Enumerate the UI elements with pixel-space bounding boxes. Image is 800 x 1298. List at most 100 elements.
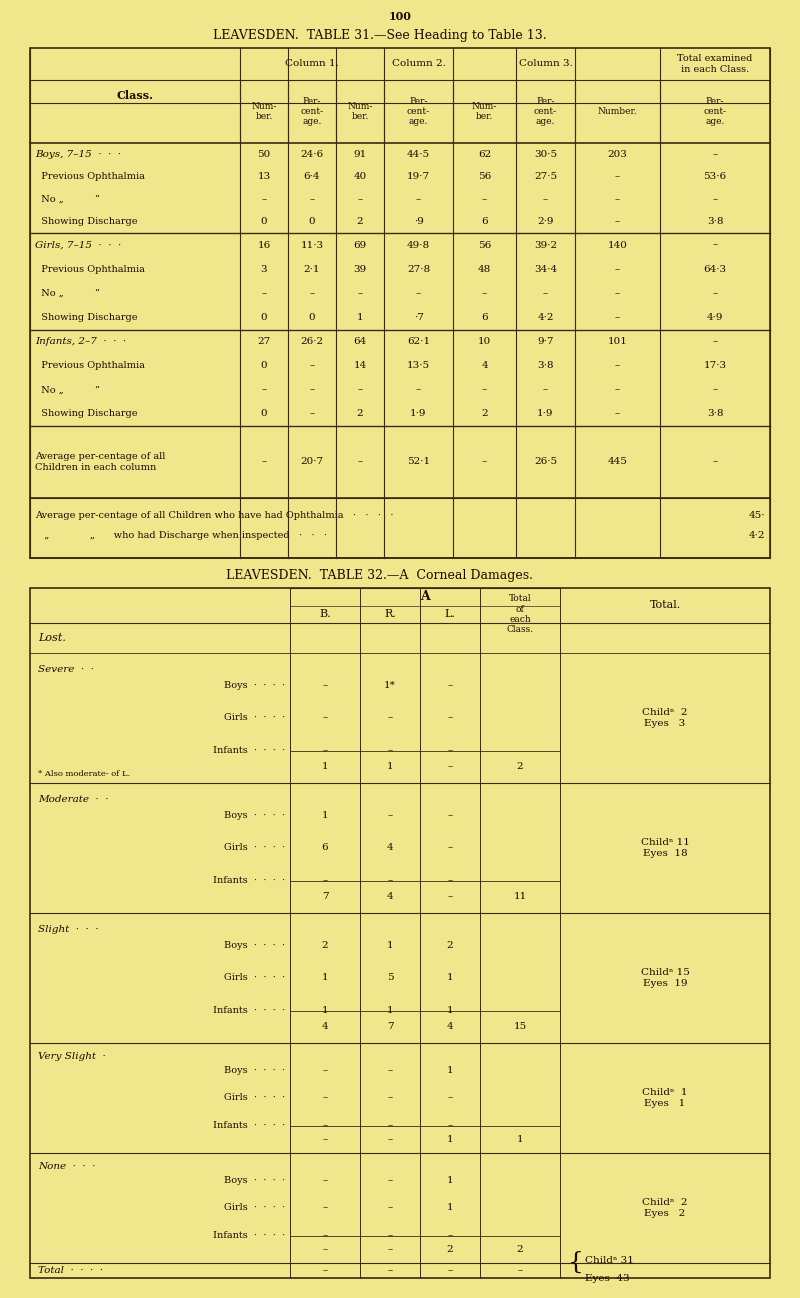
- Text: 39: 39: [354, 265, 366, 274]
- Text: –: –: [310, 289, 314, 299]
- Text: 1: 1: [446, 1203, 454, 1212]
- Text: LEAVESDEN.  TABLE 32.—A  Corneal Damages.: LEAVESDEN. TABLE 32.—A Corneal Damages.: [226, 570, 534, 583]
- Text: 20·7: 20·7: [301, 457, 323, 466]
- Text: No „          ”: No „ ”: [35, 386, 100, 395]
- Text: 0: 0: [261, 409, 267, 418]
- Text: 91: 91: [354, 149, 366, 158]
- Text: 5: 5: [386, 974, 394, 983]
- Text: 40: 40: [354, 173, 366, 182]
- Text: Girls  ·  ·  ·  ·: Girls · · · ·: [224, 974, 285, 983]
- Text: –: –: [262, 289, 266, 299]
- Text: 1: 1: [386, 762, 394, 771]
- Text: Slight  ·  ·  ·: Slight · · ·: [38, 924, 98, 933]
- Text: –: –: [358, 289, 362, 299]
- Text: 49·8: 49·8: [407, 240, 430, 249]
- Text: –: –: [447, 746, 453, 755]
- Text: Moderate  ·  ·: Moderate · ·: [38, 794, 109, 803]
- Text: Childⁿ  1
Eyes   1: Childⁿ 1 Eyes 1: [642, 1088, 688, 1107]
- Text: 1: 1: [386, 941, 394, 950]
- Text: –: –: [322, 1266, 328, 1275]
- Text: –: –: [322, 1176, 328, 1185]
- Text: Column 3.: Column 3.: [518, 60, 573, 69]
- Text: –: –: [322, 1093, 328, 1102]
- Text: Boys  ·  ·  ·  ·: Boys · · · ·: [224, 681, 285, 691]
- Text: 64·3: 64·3: [703, 265, 726, 274]
- Text: 1: 1: [322, 762, 328, 771]
- Text: Infants  ·  ·  ·  ·: Infants · · · ·: [213, 1231, 285, 1240]
- Text: Infants  ·  ·  ·  ·: Infants · · · ·: [213, 1121, 285, 1131]
- Text: 48: 48: [478, 265, 491, 274]
- Text: 1: 1: [322, 811, 328, 820]
- Text: 1: 1: [386, 1006, 394, 1015]
- Text: 6: 6: [481, 217, 488, 226]
- Text: 27·8: 27·8: [407, 265, 430, 274]
- Text: Childⁿ  2
Eyes   3: Childⁿ 2 Eyes 3: [642, 709, 688, 728]
- Text: –: –: [322, 681, 328, 691]
- Text: 140: 140: [607, 240, 627, 249]
- Text: Total  ·  ·  ·  ·: Total · · · ·: [38, 1266, 103, 1275]
- Text: Per-
cent-
age.: Per- cent- age.: [407, 96, 430, 126]
- Text: 50: 50: [258, 149, 270, 158]
- Text: –: –: [322, 1245, 328, 1254]
- Text: 100: 100: [389, 10, 411, 22]
- Text: R.: R.: [384, 609, 396, 619]
- Text: Childⁿ 15
Eyes  19: Childⁿ 15 Eyes 19: [641, 968, 690, 988]
- Text: Infants  ·  ·  ·  ·: Infants · · · ·: [213, 746, 285, 755]
- Text: 4·2: 4·2: [749, 531, 765, 540]
- Text: Infants, 2–7  ·  ·  ·: Infants, 2–7 · · ·: [35, 337, 126, 347]
- Text: –: –: [322, 1231, 328, 1240]
- Text: 56: 56: [478, 173, 491, 182]
- Text: –: –: [712, 195, 718, 204]
- Text: 6: 6: [481, 313, 488, 322]
- Text: 7: 7: [322, 892, 328, 901]
- Text: Per-
cent-
age.: Per- cent- age.: [301, 96, 323, 126]
- Text: –: –: [712, 457, 718, 466]
- Text: –: –: [416, 289, 421, 299]
- Text: –: –: [310, 409, 314, 418]
- Text: 14: 14: [354, 362, 366, 370]
- Text: Girls  ·  ·  ·  ·: Girls · · · ·: [224, 714, 285, 723]
- Text: –: –: [615, 173, 620, 182]
- Text: –: –: [322, 876, 328, 885]
- Text: Per-
cent-
age.: Per- cent- age.: [534, 96, 557, 126]
- Text: 1·9: 1·9: [410, 409, 426, 418]
- Text: Class.: Class.: [117, 90, 154, 101]
- Text: –: –: [518, 1266, 522, 1275]
- Text: –: –: [387, 1266, 393, 1275]
- Text: Showing Discharge: Showing Discharge: [35, 217, 138, 226]
- Text: 1: 1: [322, 1006, 328, 1015]
- Text: 3·8: 3·8: [706, 409, 723, 418]
- Text: 6: 6: [322, 844, 328, 853]
- Text: No „          ”: No „ ”: [35, 195, 100, 204]
- Text: –: –: [482, 386, 487, 395]
- Text: 64: 64: [354, 337, 366, 347]
- Text: –: –: [615, 362, 620, 370]
- Text: 2: 2: [517, 1245, 523, 1254]
- Text: –: –: [387, 1093, 393, 1102]
- Text: 2: 2: [517, 762, 523, 771]
- Text: Boys  ·  ·  ·  ·: Boys · · · ·: [224, 811, 285, 820]
- Text: –: –: [712, 289, 718, 299]
- Text: –: –: [615, 386, 620, 395]
- Text: 11·3: 11·3: [301, 240, 323, 249]
- Text: 62·1: 62·1: [407, 337, 430, 347]
- Text: Childⁿ  2
Eyes   2: Childⁿ 2 Eyes 2: [642, 1198, 688, 1218]
- Text: 2: 2: [322, 941, 328, 950]
- Text: Per-
cent-
age.: Per- cent- age.: [703, 96, 726, 126]
- Text: –: –: [482, 289, 487, 299]
- Text: –: –: [543, 289, 548, 299]
- Text: 3: 3: [261, 265, 267, 274]
- Text: Girls  ·  ·  ·  ·: Girls · · · ·: [224, 1093, 285, 1102]
- Text: Showing Discharge: Showing Discharge: [35, 313, 138, 322]
- Text: 101: 101: [607, 337, 627, 347]
- Text: –: –: [615, 409, 620, 418]
- Text: 0: 0: [261, 362, 267, 370]
- Text: –: –: [615, 265, 620, 274]
- Text: Column 1.: Column 1.: [285, 60, 339, 69]
- Text: 13·5: 13·5: [407, 362, 430, 370]
- Text: 27·5: 27·5: [534, 173, 557, 182]
- Text: –: –: [387, 1245, 393, 1254]
- Text: 16: 16: [258, 240, 270, 249]
- Text: 34·4: 34·4: [534, 265, 557, 274]
- Text: –: –: [447, 762, 453, 771]
